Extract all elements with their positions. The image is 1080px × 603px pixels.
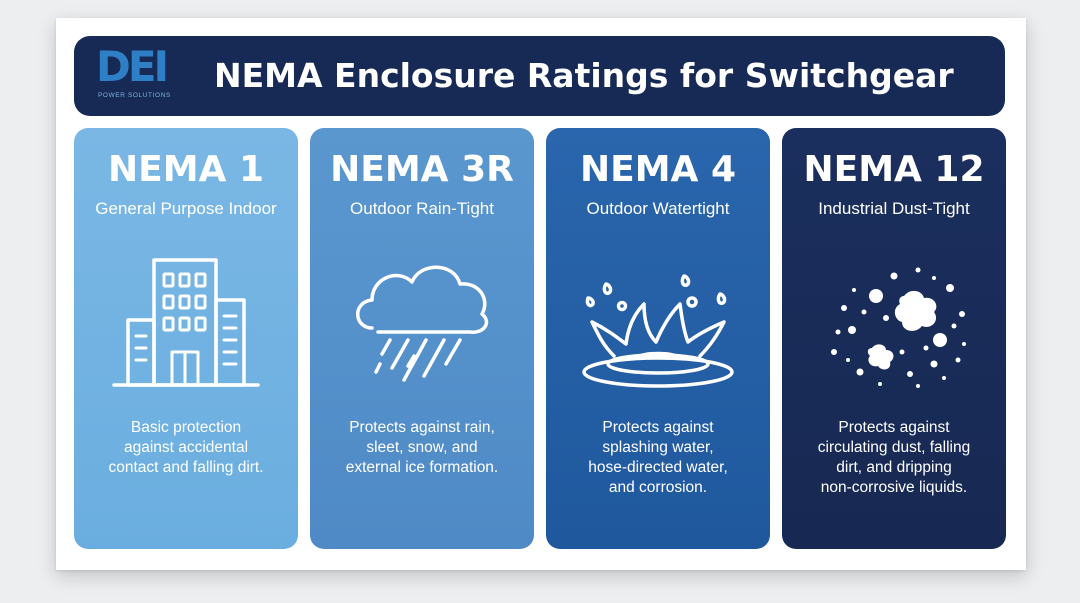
description-line: sleet, snow, and xyxy=(366,439,478,456)
rain-cloud-icon xyxy=(356,265,489,382)
panel-description: Basic protection against accidental cont… xyxy=(86,418,286,478)
description-line: Protects against rain, xyxy=(349,419,495,436)
dust-particles-icon xyxy=(831,267,966,388)
description-line: splashing water, xyxy=(602,439,714,456)
panel-nema-1: NEMA 1 General Purpose Indoor Basic prot… xyxy=(74,128,298,549)
page-title: NEMA Enclosure Ratings for Switchgear xyxy=(214,56,954,95)
description-line: circulating dust, falling xyxy=(817,439,971,456)
panel-title: NEMA 12 xyxy=(803,149,985,190)
panel-subtitle: Outdoor Watertight xyxy=(586,199,730,218)
panel-description: Protects against circulating dust, falli… xyxy=(794,418,994,498)
panel-nema-12: NEMA 12 Industrial Dust-Tight xyxy=(782,128,1006,549)
description-line: external ice formation. xyxy=(345,459,499,476)
description-line: hose-directed water, xyxy=(588,459,728,476)
panel-subtitle: Industrial Dust-Tight xyxy=(818,199,970,218)
water-splash-icon xyxy=(582,274,734,388)
office-building-icon xyxy=(112,258,260,387)
panel-nema-4: NEMA 4 Outdoor Watertight Protects again… xyxy=(546,128,770,549)
panel-description: Protects against splashing water, hose-d… xyxy=(558,418,758,498)
panel-title: NEMA 4 xyxy=(580,149,736,190)
description-line: against accidental xyxy=(123,439,249,456)
infographic-card: DEI POWER SOLUTIONS NEMA Enclosure Ratin… xyxy=(56,18,1026,570)
description-line: dirt, and dripping xyxy=(836,459,952,476)
panel-title: NEMA 1 xyxy=(108,149,264,190)
panel-description: Protects against rain, sleet, snow, and … xyxy=(322,418,522,478)
panel-subtitle: General Purpose Indoor xyxy=(95,199,277,218)
description-line: and corrosion. xyxy=(608,479,708,496)
description-line: contact and falling dirt. xyxy=(108,459,264,476)
header-banner: DEI POWER SOLUTIONS NEMA Enclosure Ratin… xyxy=(74,36,1005,116)
panel-nema-3r: NEMA 3R Outdoor Rain-Tight Protects agai… xyxy=(310,128,534,549)
dei-logo: DEI POWER SOLUTIONS xyxy=(96,46,192,104)
description-line: non-corrosive liquids. xyxy=(820,479,968,496)
description-line: Protects against xyxy=(838,419,950,436)
logo-subtext: POWER SOLUTIONS xyxy=(98,92,171,99)
description-line: Basic protection xyxy=(130,419,242,436)
panel-subtitle: Outdoor Rain-Tight xyxy=(350,199,494,218)
panel-title: NEMA 3R xyxy=(330,149,514,190)
logo-text: DEI xyxy=(96,42,169,91)
description-line: Protects against xyxy=(602,419,714,436)
